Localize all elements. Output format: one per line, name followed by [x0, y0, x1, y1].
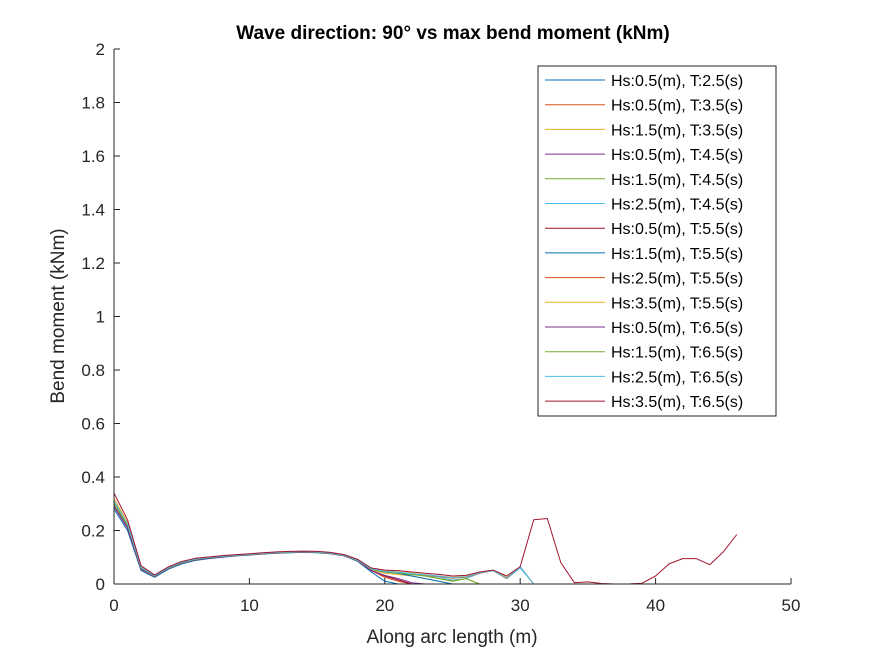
- y-tick-label: 1.6: [81, 147, 105, 166]
- y-tick-label: 1.2: [81, 254, 105, 273]
- x-tick-label: 50: [782, 596, 801, 615]
- legend-label-12: Hs:1.5(m), T:6.5(s): [611, 345, 743, 362]
- y-tick-label: 0.2: [81, 522, 105, 541]
- chart-title: Wave direction: 90° vs max bend moment (…: [236, 23, 669, 44]
- x-tick-label: 0: [109, 596, 118, 615]
- legend-label-4: Hs:0.5(m), T:4.5(s): [611, 147, 743, 164]
- legend-label-10: Hs:3.5(m), T:5.5(s): [611, 295, 743, 312]
- x-tick-label: 20: [375, 596, 394, 615]
- y-axis-label: Bend moment (kNm): [48, 228, 69, 403]
- y-tick-label: 1: [96, 308, 105, 327]
- legend-label-14: Hs:3.5(m), T:6.5(s): [611, 394, 743, 411]
- y-tick-label: 0.8: [81, 361, 105, 380]
- y-tick-label: 1.4: [81, 201, 105, 220]
- legend-label-11: Hs:0.5(m), T:6.5(s): [611, 320, 743, 337]
- y-tick-label: 1.8: [81, 94, 105, 113]
- x-tick-label: 40: [646, 596, 665, 615]
- legend-label-9: Hs:2.5(m), T:5.5(s): [611, 271, 743, 288]
- y-tick-label: 0: [96, 575, 105, 594]
- legend-label-5: Hs:1.5(m), T:4.5(s): [611, 172, 743, 189]
- x-ticks: 0 10 20 30 40 50: [109, 578, 800, 615]
- legend-label-13: Hs:2.5(m), T:6.5(s): [611, 369, 743, 386]
- legend-label-3: Hs:1.5(m), T:3.5(s): [611, 122, 743, 139]
- x-tick-label: 10: [240, 596, 259, 615]
- x-axis-label: Along arc length (m): [366, 627, 537, 648]
- legend-box: [537, 65, 777, 417]
- legend-label-7: Hs:0.5(m), T:5.5(s): [611, 221, 743, 238]
- legend-label-1: Hs:0.5(m), T:2.5(s): [611, 73, 743, 90]
- legend: Hs:0.5(m), T:2.5(s) Hs:0.5(m), T:3.5(s) Hs…: [537, 65, 777, 417]
- y-ticks: 0 0.2 0.4 0.6 0.8 1 1.2 1.4 1.6 1.8 2: [81, 40, 120, 594]
- legend-label-6: Hs:2.5(m), T:4.5(s): [611, 197, 743, 214]
- x-tick-label: 30: [511, 596, 530, 615]
- legend-label-2: Hs:0.5(m), T:3.5(s): [611, 98, 743, 115]
- y-tick-label: 0.6: [81, 415, 105, 434]
- legend-items: Hs:0.5(m), T:2.5(s) Hs:0.5(m), T:3.5(s) Hs…: [545, 73, 743, 411]
- legend-label-8: Hs:1.5(m), T:5.5(s): [611, 246, 743, 263]
- y-tick-label: 0.4: [81, 468, 105, 487]
- y-tick-label: 2: [96, 40, 105, 59]
